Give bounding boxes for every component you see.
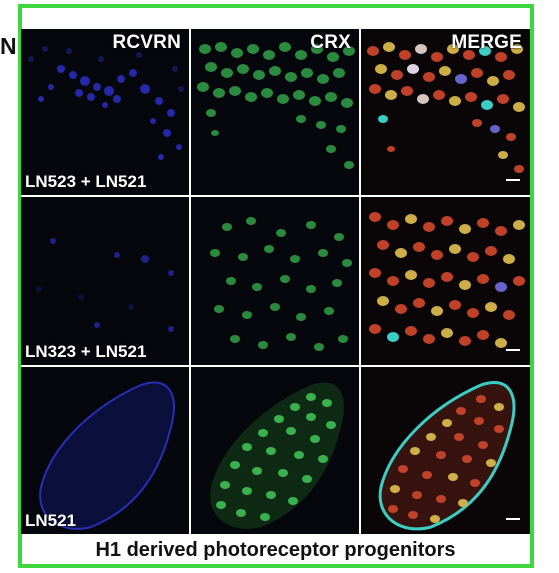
row-label-3: LN521	[25, 511, 77, 530]
scale-bar	[506, 349, 520, 351]
micrograph-image	[21, 197, 189, 365]
panel-letter: N	[0, 33, 17, 59]
micrograph-row3-merge	[361, 367, 530, 534]
micrograph-row2-merge	[361, 197, 530, 365]
micrograph-image	[191, 367, 359, 534]
column-label-rcvrn: RCVRN	[112, 32, 181, 53]
micrograph-row2-rcvrn: LN323 + LN521	[21, 197, 189, 365]
micrograph-image	[191, 29, 359, 195]
micrograph-row1-crx: CRX	[191, 29, 359, 195]
micrograph-row1-rcvrn: RCVRN LN523 + LN521	[21, 29, 189, 195]
micrograph-image	[361, 367, 530, 534]
micrograph-image	[361, 29, 530, 195]
scale-bar	[506, 518, 520, 520]
column-label-crx: CRX	[310, 32, 351, 53]
column-label-merge: MERGE	[451, 32, 522, 53]
micrograph-row1-merge: MERGE	[361, 29, 530, 195]
scale-bar	[506, 179, 520, 181]
micrograph-image	[21, 367, 189, 534]
figure-caption: H1 derived photoreceptor progenitors	[95, 539, 456, 561]
row-label-2: LN323 + LN521	[25, 342, 147, 361]
micrograph-grid: RCVRN LN523 + LN521	[21, 29, 530, 534]
row-label-1: LN523 + LN521	[25, 172, 147, 191]
micrograph-row3-rcvrn: LN521	[21, 367, 189, 534]
micrograph-row3-crx	[191, 367, 359, 534]
micrograph-image	[21, 29, 189, 195]
micrograph-image	[361, 197, 530, 365]
micrograph-image	[191, 197, 359, 365]
micrograph-row2-crx	[191, 197, 359, 365]
